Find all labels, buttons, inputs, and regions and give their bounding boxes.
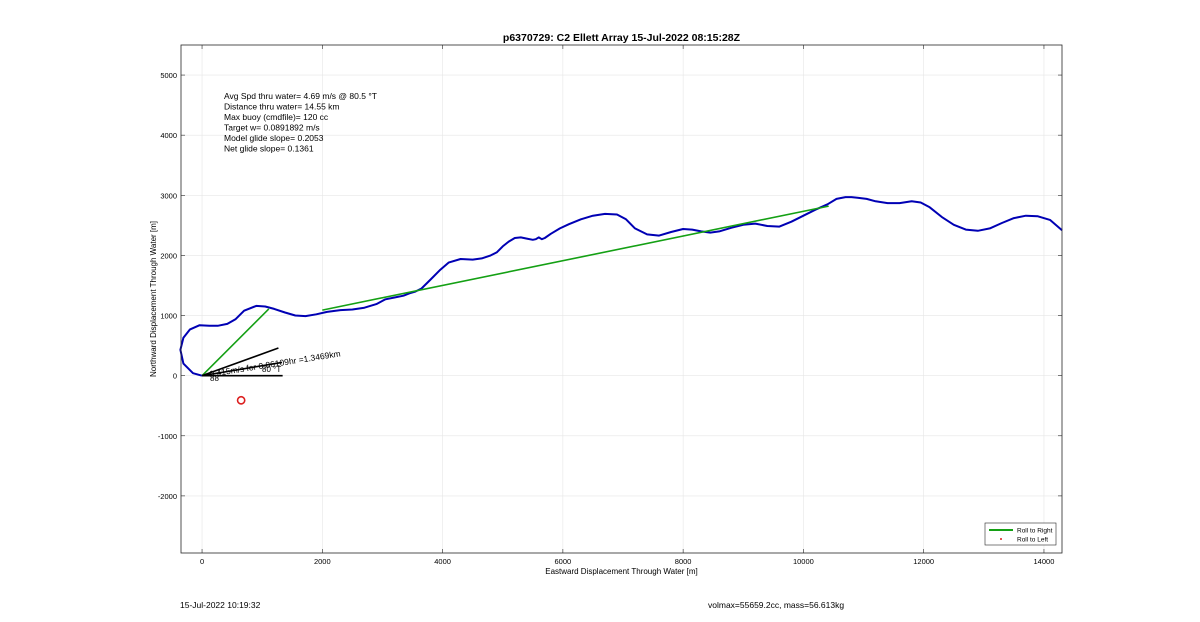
stats-annotations: Avg Spd thru water= 4.69 m/s @ 80.5 °T D… — [224, 91, 377, 154]
chart-title: p6370729: C2 Ellett Array 15-Jul-2022 08… — [503, 32, 741, 44]
roll_left-marker — [236, 395, 246, 405]
legend-roll-left-swatch — [1000, 538, 1002, 540]
x-tick-label: 0 — [200, 557, 204, 566]
y-tick-label: 2000 — [160, 251, 177, 260]
y-tick-label: 5000 — [160, 71, 177, 80]
legend-roll-left-label: Roll to Left — [1017, 537, 1048, 544]
y-tick-label: -2000 — [158, 492, 177, 501]
axis-ticks: 0 2000 4000 6000 8000 10000 12000 14000-2000-10… — [158, 45, 1062, 566]
x-tick-label: 10000 — [793, 557, 814, 566]
x-tick-label: 14000 — [1034, 557, 1055, 566]
y-tick-label: 1000 — [160, 312, 177, 321]
legend-box — [984, 522, 1057, 546]
x-tick-label: 6000 — [555, 557, 572, 566]
stat-target-w: Target w= 0.0891892 m/s — [224, 123, 320, 133]
stat-net-glide-slope: Net glide slope= 0.1361 — [224, 144, 314, 154]
current-label: 0.415m/s for 0.86109hr =1.3469km — [209, 348, 341, 379]
stat-model-glide-slope: Model glide slope= 0.2053 — [224, 133, 324, 143]
legend: Roll to Right Roll to Left — [984, 522, 1057, 546]
plot-data — [179, 196, 1063, 405]
track-line — [179, 196, 1063, 377]
roll_right-segment — [322, 205, 829, 311]
x-tick-label: 4000 — [434, 557, 451, 566]
current-annotation: 0.415m/s for 0.86109hr =1.3469km 80 °T 8… — [209, 348, 341, 383]
stat-max-buoy: Max buoy (cmdfile)= 120 cc — [224, 112, 329, 122]
y-axis-label: Northward Displacement Through Water [m] — [149, 221, 158, 377]
footer-summary: volmax=55659.2cc, mass=56.613kg — [708, 600, 845, 610]
roll_right-segment — [201, 308, 270, 377]
y-tick-label: -1000 — [158, 432, 177, 441]
y-tick-label: 4000 — [160, 131, 177, 140]
grid-lines — [181, 45, 1062, 553]
current-angle-label: 80 °T — [262, 365, 281, 374]
axes-frame — [180, 44, 1063, 554]
footer-timestamp: 15-Jul-2022 10:19:32 — [180, 600, 261, 610]
y-tick-label: 3000 — [160, 191, 177, 200]
legend-roll-right-label: Roll to Right — [1017, 528, 1053, 535]
current-segment — [201, 347, 279, 377]
current-angle-label-secondary: 88 — [210, 374, 219, 383]
x-tick-label: 12000 — [913, 557, 934, 566]
stat-distance: Distance thru water= 14.55 km — [224, 102, 340, 112]
x-tick-label: 8000 — [675, 557, 692, 566]
y-tick-label: 0 — [173, 372, 177, 381]
x-axis-label: Eastward Displacement Through Water [m] — [545, 567, 698, 576]
stat-avg-speed: Avg Spd thru water= 4.69 m/s @ 80.5 °T — [224, 91, 377, 101]
current-segment — [201, 361, 283, 377]
x-tick-label: 2000 — [314, 557, 331, 566]
